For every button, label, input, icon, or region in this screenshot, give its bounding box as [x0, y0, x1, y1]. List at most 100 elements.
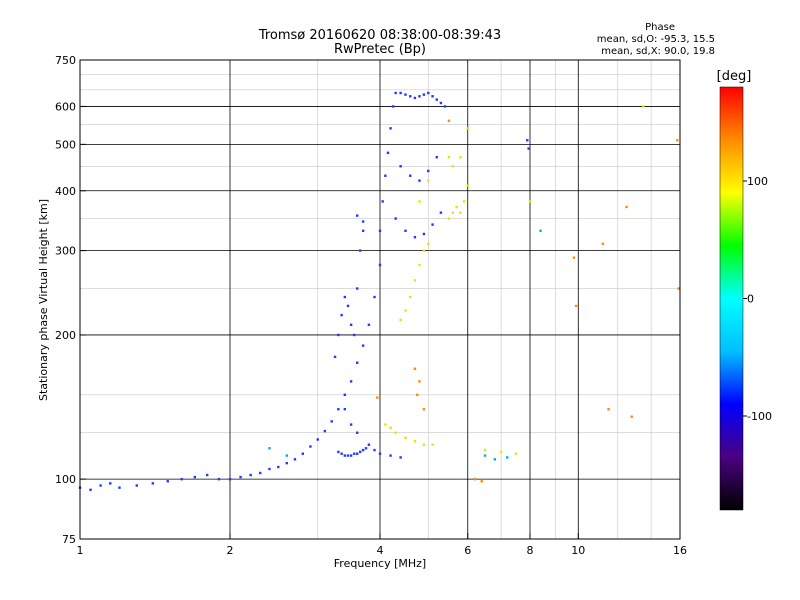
data-point	[447, 156, 451, 159]
data-point	[349, 380, 353, 383]
data-point	[572, 256, 576, 259]
data-point	[527, 147, 530, 150]
data-point	[413, 367, 417, 370]
chart-title: Tromsø 20160620 08:38:00-08:39:43	[258, 28, 501, 43]
data-point	[217, 477, 221, 481]
data-point	[268, 447, 271, 450]
data-point	[418, 200, 421, 203]
data-point	[399, 456, 402, 459]
data-point	[431, 223, 434, 226]
data-point	[330, 420, 333, 423]
data-point	[361, 448, 365, 452]
data-point	[337, 450, 340, 454]
x-tick-label: 6	[464, 544, 471, 557]
data-point	[358, 249, 362, 252]
data-point	[413, 279, 417, 282]
data-point	[630, 415, 633, 418]
data-points	[78, 91, 680, 492]
data-point	[394, 431, 397, 434]
data-point	[323, 429, 327, 433]
data-point	[373, 448, 376, 452]
data-point	[391, 105, 395, 108]
data-point	[352, 333, 356, 337]
data-point	[435, 156, 438, 159]
data-point	[358, 450, 362, 454]
data-point	[413, 96, 417, 100]
data-point	[293, 458, 297, 461]
y-tick-label: 600	[55, 100, 76, 113]
data-point	[99, 484, 102, 487]
data-point	[109, 482, 112, 485]
colorbar-tick-label: 100	[747, 175, 768, 188]
y-tick-label: 500	[55, 138, 76, 151]
data-point	[343, 295, 347, 299]
y-tick-label: 75	[62, 533, 76, 546]
data-point	[415, 393, 419, 397]
data-point	[349, 423, 353, 426]
data-point	[135, 484, 138, 487]
data-point	[346, 454, 350, 457]
data-point	[389, 454, 392, 457]
data-point	[427, 91, 430, 95]
data-point	[180, 477, 183, 481]
y-tick-label: 300	[55, 245, 76, 258]
data-point	[642, 105, 645, 108]
data-point	[404, 93, 407, 96]
y-tick-label: 400	[55, 185, 76, 198]
data-point	[451, 165, 455, 168]
data-point	[355, 287, 359, 290]
data-point	[439, 101, 443, 105]
x-tick-label: 10	[571, 544, 585, 557]
colorbar	[719, 86, 744, 511]
x-axis-label: Frequency [MHz]	[334, 557, 426, 570]
data-point	[413, 235, 417, 239]
data-point	[431, 95, 434, 98]
data-point	[422, 249, 426, 252]
data-point	[431, 443, 434, 446]
data-point	[447, 217, 451, 220]
data-point	[418, 95, 421, 98]
data-point	[435, 98, 438, 101]
y-tick-label: 200	[55, 329, 76, 342]
data-point	[514, 452, 518, 455]
data-point	[455, 205, 458, 209]
data-point	[361, 344, 365, 347]
data-point	[466, 184, 469, 187]
data-point	[343, 407, 347, 411]
data-point	[404, 436, 407, 439]
data-point	[367, 323, 371, 327]
data-point	[493, 458, 497, 461]
data-point	[418, 179, 421, 182]
data-point	[316, 438, 319, 441]
data-point	[376, 396, 379, 399]
data-point	[427, 179, 430, 182]
data-point	[439, 211, 443, 214]
data-point	[574, 304, 578, 308]
data-point	[333, 355, 337, 359]
data-point	[355, 361, 359, 364]
data-point	[355, 452, 359, 455]
data-point	[677, 287, 680, 290]
data-point	[285, 461, 288, 465]
data-point	[459, 211, 462, 214]
x-tick-label: 8	[527, 544, 534, 557]
data-point	[505, 456, 509, 459]
colorbar-ticks: 100 0 -100	[743, 175, 772, 423]
data-point	[389, 426, 392, 430]
data-point	[539, 229, 542, 232]
data-point	[394, 217, 397, 220]
data-point	[349, 454, 353, 457]
phase-mean-x: mean, sd,X: 90.0, 19.8	[601, 46, 715, 57]
colorbar-tick-label: -100	[747, 410, 772, 423]
data-point	[355, 214, 359, 217]
x-tick-label: 4	[377, 544, 384, 557]
data-point	[499, 450, 503, 454]
data-point	[364, 447, 368, 450]
data-point	[399, 91, 402, 95]
data-point	[451, 211, 455, 214]
data-point	[422, 443, 426, 446]
data-point	[526, 139, 529, 142]
data-point	[285, 454, 288, 457]
y-axis-label: Stationary phase Virtual Height [km]	[37, 199, 50, 401]
data-point	[459, 156, 462, 159]
